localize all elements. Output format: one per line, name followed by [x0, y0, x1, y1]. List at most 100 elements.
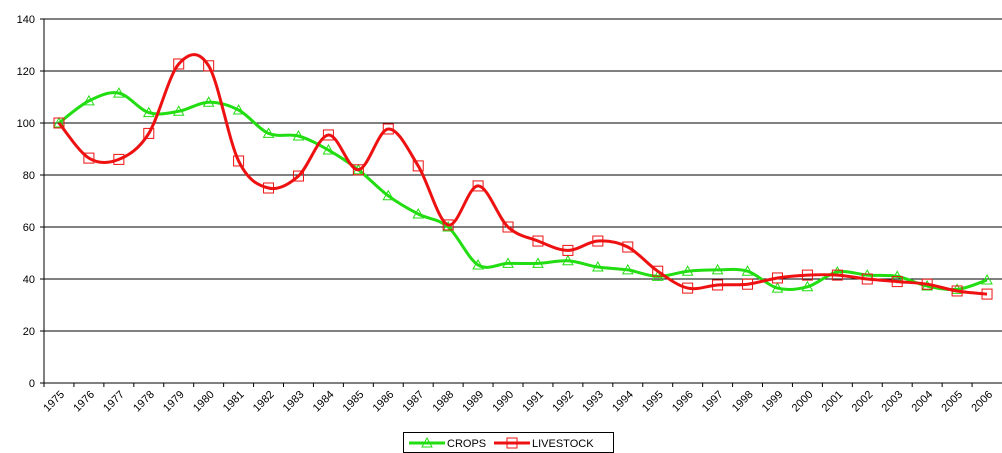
data-point: [173, 58, 185, 70]
x-tick-label: 2004: [909, 389, 935, 415]
x-tick-label: 2000: [790, 389, 816, 415]
data-point: [352, 164, 364, 176]
data-point: [143, 127, 155, 139]
data-point: [742, 278, 754, 290]
data-point: [472, 180, 484, 192]
legend-label: CROPS: [447, 438, 486, 450]
data-point: [591, 261, 604, 272]
data-point: [202, 96, 215, 107]
x-tick-label: 1996: [670, 389, 696, 415]
data-point: [502, 221, 514, 233]
x-tick-label: 1992: [550, 389, 576, 415]
data-point: [861, 273, 873, 285]
x-tick-label: 1991: [520, 389, 546, 415]
x-tick-label: 1976: [71, 389, 97, 415]
legend: CROPS LIVESTOCK: [403, 432, 614, 453]
data-point: [442, 220, 455, 232]
y-tick-label: 20: [23, 326, 35, 338]
data-point: [622, 241, 634, 253]
x-tick-label: 1999: [760, 389, 786, 415]
data-point: [951, 285, 963, 297]
y-tick-label: 100: [17, 118, 35, 130]
data-point: [83, 94, 95, 106]
data-point: [53, 117, 65, 129]
data-point: [292, 129, 305, 141]
data-point: [771, 272, 783, 284]
data-point: [412, 160, 424, 172]
data-point: [532, 257, 544, 268]
data-point: [562, 244, 574, 256]
series-line: [57, 53, 988, 296]
x-tick-label: 1983: [281, 389, 307, 415]
x-tick-label: 1989: [460, 389, 486, 415]
y-tick-label: 60: [23, 222, 35, 234]
data-point: [562, 254, 574, 266]
data-point: [741, 265, 754, 276]
x-tick-label: 2002: [850, 389, 876, 415]
data-point: [771, 282, 784, 293]
y-tick-label: 120: [17, 66, 35, 78]
data-point: [682, 282, 694, 294]
legend-label: LIVESTOCK: [532, 438, 594, 450]
data-point: [472, 258, 484, 270]
data-point: [233, 155, 245, 167]
y-tick-label: 40: [23, 274, 35, 286]
x-tick-label: 1985: [341, 389, 367, 415]
data-point: [712, 279, 724, 291]
data-point: [981, 274, 993, 285]
x-tick-label: 1990: [490, 389, 516, 415]
data-point: [951, 283, 963, 294]
data-point: [801, 280, 814, 292]
x-tick-label: 1975: [41, 389, 67, 415]
x-tick-label: 1979: [161, 389, 187, 415]
data-point: [592, 235, 604, 247]
x-tick-label: 2005: [939, 389, 965, 415]
x-tick-label: 1998: [730, 389, 756, 415]
data-point: [292, 170, 304, 182]
x-tick-label: 1994: [610, 389, 636, 415]
x-tick-label: 1995: [640, 389, 666, 415]
x-tick-label: 2001: [820, 389, 846, 415]
data-point: [53, 116, 65, 128]
legend-marker: [506, 437, 518, 449]
x-tick-label: 1988: [430, 389, 456, 415]
x-tick-label: 1978: [131, 389, 157, 415]
data-point: [142, 106, 155, 118]
data-point: [262, 127, 275, 138]
data-point: [83, 152, 95, 164]
data-point: [831, 269, 843, 281]
x-tick-label: 1982: [251, 389, 277, 415]
x-tick-label: 1980: [191, 389, 217, 415]
data-point: [412, 207, 425, 219]
data-point: [532, 235, 544, 247]
y-tick-label: 140: [17, 14, 35, 26]
data-point: [263, 182, 275, 194]
data-point: [442, 219, 454, 231]
data-point: [652, 265, 664, 277]
data-point: [113, 153, 125, 165]
y-tick-label: 0: [29, 378, 35, 390]
data-point: [203, 60, 215, 72]
x-tick-label: 1986: [371, 389, 397, 415]
x-tick-label: 1987: [401, 389, 427, 415]
data-point: [801, 269, 813, 281]
data-point: [172, 105, 185, 116]
data-point: [981, 288, 993, 300]
data-point: [621, 263, 634, 275]
data-point: [921, 278, 933, 290]
data-point: [382, 123, 394, 135]
x-tick-label: 1981: [221, 389, 247, 415]
data-point: [322, 129, 334, 141]
x-tick-label: 2006: [969, 389, 995, 415]
data-point: [502, 257, 514, 268]
x-tick-label: 1997: [700, 389, 726, 415]
data-point: [112, 87, 125, 98]
legend-marker: [421, 436, 433, 448]
series-line: [58, 91, 988, 292]
data-point: [232, 103, 245, 115]
data-point: [322, 144, 335, 155]
data-point: [382, 189, 395, 201]
x-tick-label: 1993: [580, 389, 606, 415]
data-point: [711, 263, 724, 275]
